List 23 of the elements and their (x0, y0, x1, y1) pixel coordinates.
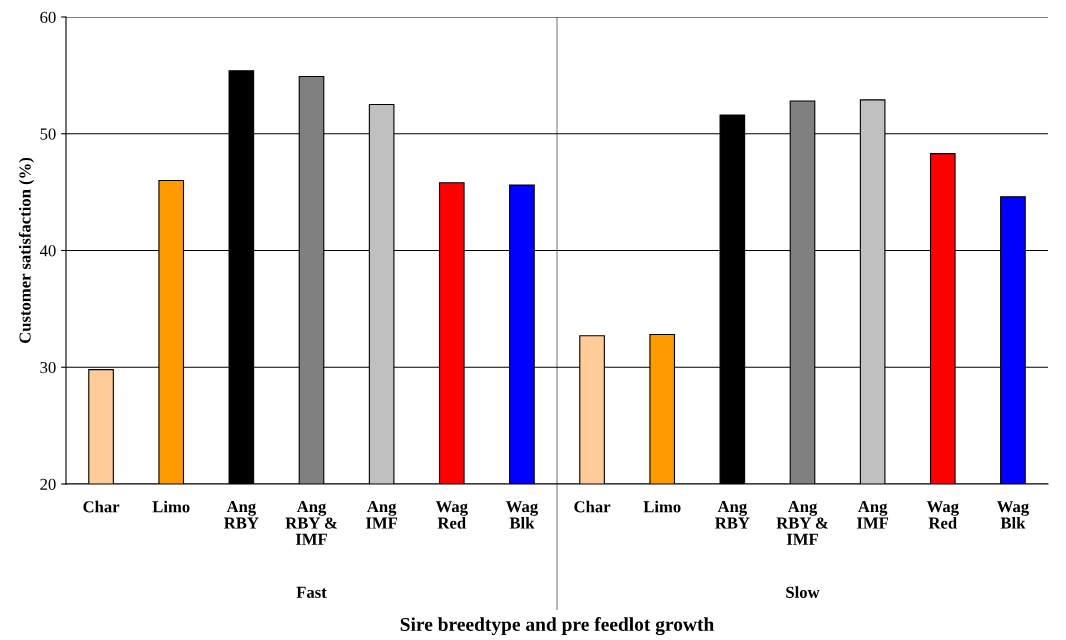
x-tick-label: Char (574, 500, 611, 513)
x-tick-label: Char (83, 500, 120, 513)
x-axis-title: Sire breedtype and pre feedlot growth (400, 617, 714, 636)
x-tick-label: Wag Red (435, 501, 468, 529)
y-tick-label: 20 (40, 478, 56, 490)
y-tick-label: 50 (40, 128, 56, 140)
x-tick-label: Limo (643, 500, 681, 513)
x-tick-label: Ang RBY & IMF (776, 501, 828, 545)
x-tick-label: Limo (152, 500, 190, 513)
text: Slow (786, 586, 820, 598)
x-tick-label: Ang IMF (857, 501, 889, 529)
x-tick-label: Wag Blk (996, 501, 1029, 529)
y-tick-label: 30 (40, 361, 56, 374)
y-tick-label: 40 (39, 245, 56, 257)
y-axis-title: Customer satisfaction (%) (18, 157, 35, 344)
x-tick-label: Ang RBY (715, 501, 750, 529)
x-tick-label: Ang RBY (224, 501, 259, 529)
y-tick-label: 60 (40, 11, 56, 23)
text: Fast (296, 586, 327, 598)
x-tick-label: Ang RBY & IMF (285, 501, 337, 545)
x-tick-label: Ang IMF (366, 501, 398, 529)
x-tick-label: Wag Red (926, 501, 959, 529)
x-tick-label: Wag Blk (505, 501, 538, 529)
